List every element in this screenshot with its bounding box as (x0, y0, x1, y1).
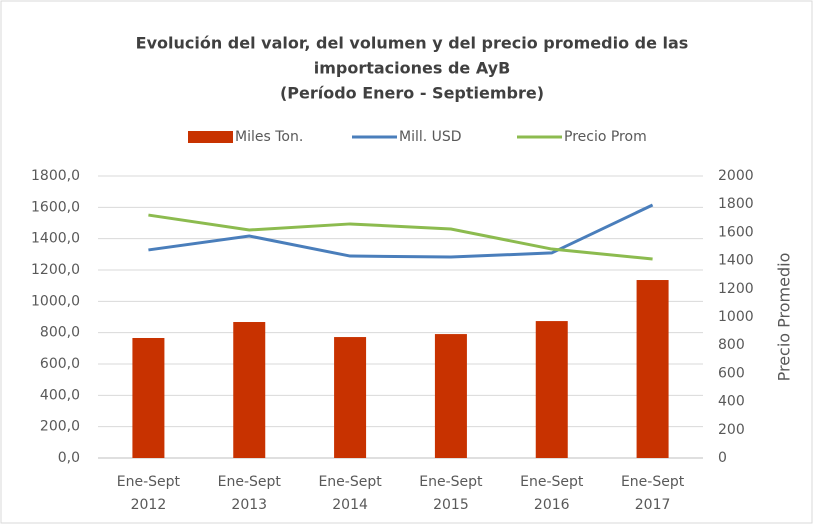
y2-tick-label: 1000 (718, 309, 754, 325)
chart-title: (Período Enero - Septiembre) (280, 84, 544, 103)
y2-tick-label: 200 (718, 422, 745, 438)
x-tick-label: 2013 (231, 497, 267, 513)
y-tick-label: 1400,0 (31, 231, 80, 247)
x-tick-label: 2015 (433, 497, 469, 513)
x-tick-label: 2012 (131, 497, 167, 513)
x-tick-label: Ene-Sept (218, 474, 282, 490)
y-tick-label: 200,0 (40, 419, 80, 435)
bar (233, 322, 266, 458)
x-tick-label: Ene-Sept (318, 474, 382, 490)
x-tick-label: Ene-Sept (520, 474, 584, 490)
y2-tick-label: 1600 (718, 224, 754, 240)
y2-tick-label: 1200 (718, 281, 754, 297)
y2-axis-label: Precio Promedio (775, 253, 794, 382)
bar (434, 334, 467, 458)
chart-title: importaciones de AyB (314, 59, 511, 78)
bar (636, 280, 669, 458)
legend-label: Precio Prom (564, 129, 647, 145)
y-tick-label: 400,0 (40, 387, 80, 403)
y-tick-label: 1200,0 (31, 262, 80, 278)
y2-tick-label: 1400 (718, 253, 754, 269)
bar (132, 337, 165, 458)
y2-tick-label: 1800 (718, 196, 754, 212)
bar (334, 337, 367, 458)
y2-tick-label: 2000 (718, 168, 754, 184)
y-tick-label: 1800,0 (31, 168, 80, 184)
y2-tick-label: 0 (718, 450, 727, 466)
x-tick-label: 2017 (635, 497, 671, 513)
y-tick-label: 1000,0 (31, 293, 80, 309)
y-tick-label: 600,0 (40, 356, 80, 372)
y2-tick-label: 800 (718, 337, 745, 353)
x-tick-label: Ene-Sept (419, 474, 483, 490)
y-tick-label: 1600,0 (31, 199, 80, 215)
y-tick-label: 0,0 (58, 450, 80, 466)
y2-tick-label: 600 (718, 365, 745, 381)
chart-title: Evolución del valor, del volumen y del p… (136, 34, 689, 53)
line-series (148, 203, 654, 259)
y-tick-label: 800,0 (40, 325, 80, 341)
x-tick-label: 2014 (332, 497, 368, 513)
bar (535, 321, 568, 458)
x-tick-label: 2016 (534, 497, 570, 513)
y2-tick-label: 400 (718, 394, 745, 410)
legend-label: Miles Ton. (235, 129, 303, 145)
legend-label: Mill. USD (399, 129, 462, 145)
x-tick-label: Ene-Sept (117, 474, 181, 490)
x-tick-label: Ene-Sept (621, 474, 685, 490)
line-series (148, 213, 653, 261)
legend-swatch (188, 131, 233, 143)
